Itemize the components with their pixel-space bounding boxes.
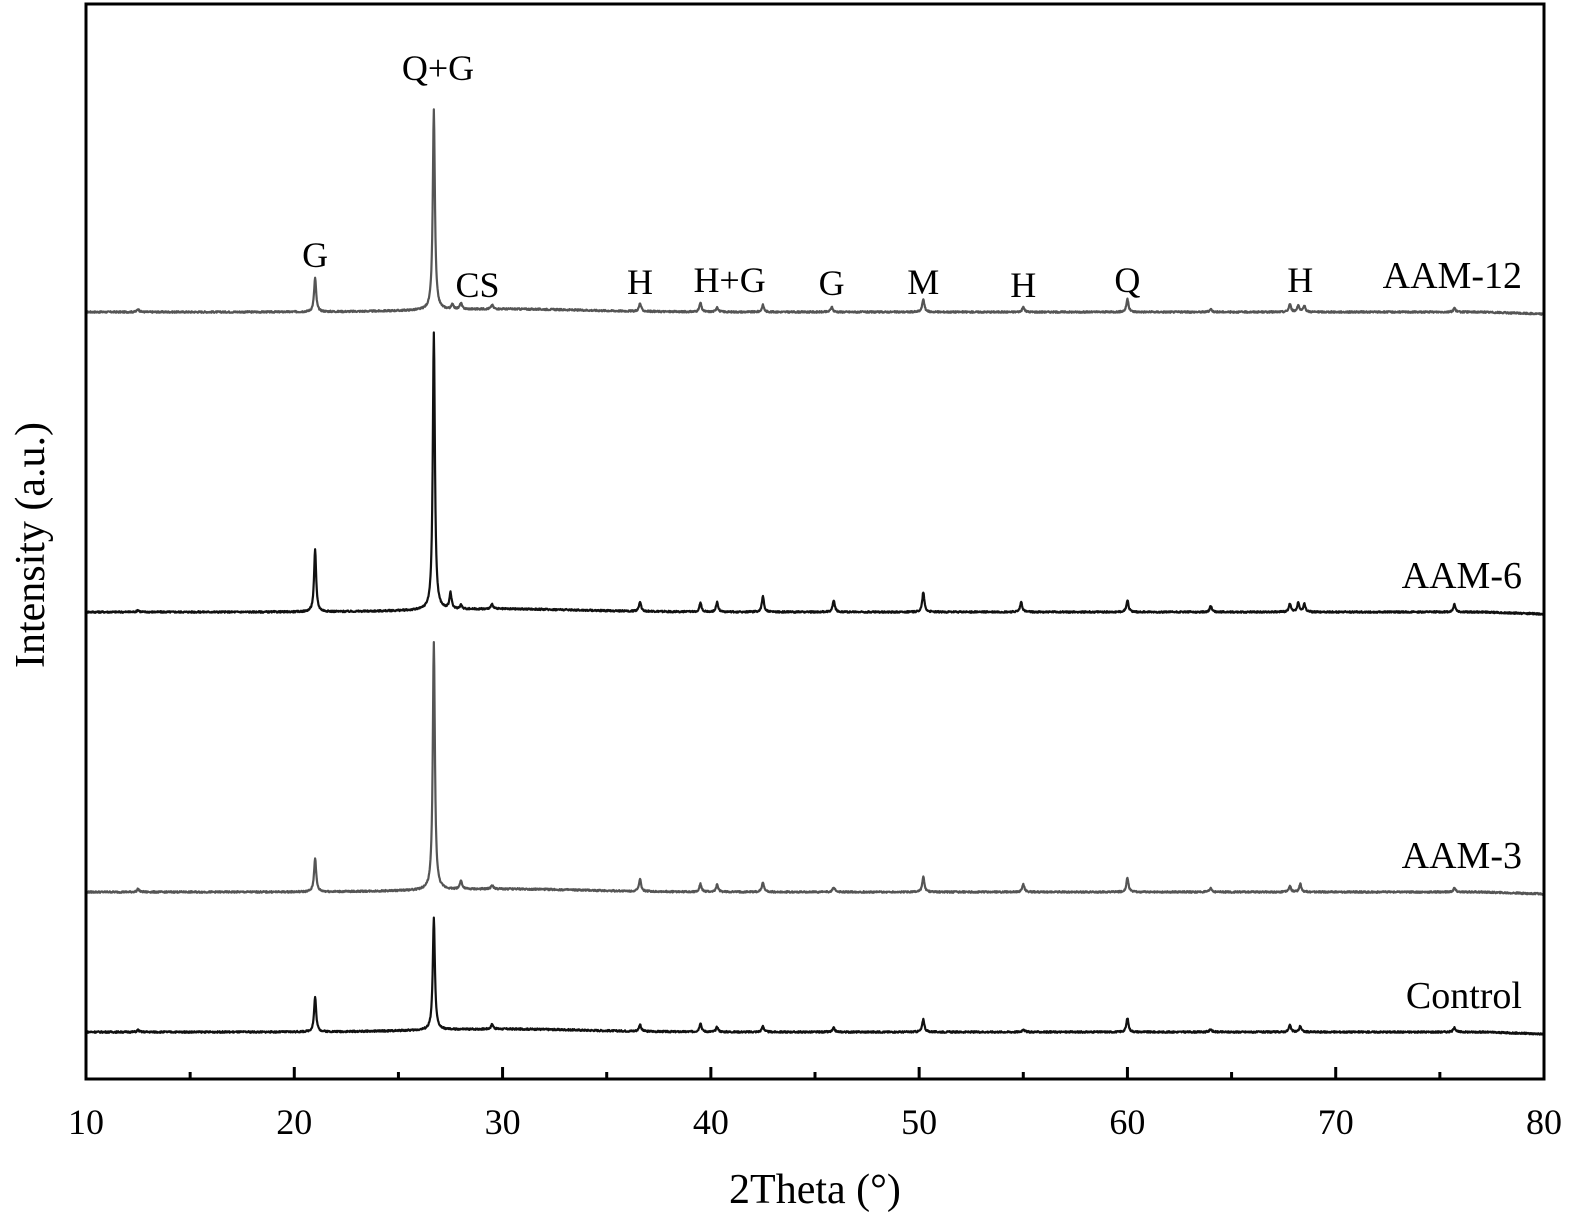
peak-label: M bbox=[907, 262, 939, 302]
x-tick-label: 20 bbox=[276, 1102, 312, 1142]
series-line bbox=[84, 331, 1546, 616]
x-tick-label: 10 bbox=[68, 1102, 104, 1142]
series-labels: AAM-12 AAM-6 AAM-3 Control bbox=[1383, 255, 1522, 1017]
y-axis-title: Intensity (a.u.) bbox=[8, 422, 54, 668]
x-tick-label: 50 bbox=[901, 1102, 937, 1142]
x-tick-label: 70 bbox=[1318, 1102, 1354, 1142]
peak-label: H+G bbox=[693, 260, 765, 300]
series-label: Control bbox=[1406, 975, 1522, 1017]
x-tick-label: 60 bbox=[1109, 1102, 1145, 1142]
series-line bbox=[85, 916, 1545, 1036]
plot-frame bbox=[84, 2, 1546, 1081]
peak-label: Q+G bbox=[402, 48, 474, 88]
series-traces bbox=[84, 108, 1546, 1036]
x-tick-label: 30 bbox=[485, 1102, 521, 1142]
peak-annotations: G Q+G CS H H+G G M H Q H bbox=[302, 48, 1313, 305]
peak-label: G bbox=[302, 235, 328, 275]
peak-label: H bbox=[627, 262, 653, 302]
peak-label: H bbox=[1010, 265, 1036, 305]
series-label: AAM-12 bbox=[1383, 255, 1522, 297]
x-tick-label: 80 bbox=[1526, 1102, 1562, 1142]
peak-label: Q bbox=[1114, 260, 1140, 300]
peak-label: G bbox=[819, 263, 845, 303]
x-tick-label: 40 bbox=[693, 1102, 729, 1142]
peak-label: H bbox=[1287, 260, 1313, 300]
series-label: AAM-3 bbox=[1402, 835, 1522, 877]
x-axis-ticks: 10 20 30 40 50 60 70 80 bbox=[68, 1067, 1562, 1142]
series-label: AAM-6 bbox=[1402, 555, 1522, 597]
series-line bbox=[85, 640, 1545, 896]
peak-label: CS bbox=[456, 265, 500, 305]
x-axis-title: 2Theta (°) bbox=[729, 1167, 901, 1213]
series-line bbox=[85, 108, 1545, 316]
